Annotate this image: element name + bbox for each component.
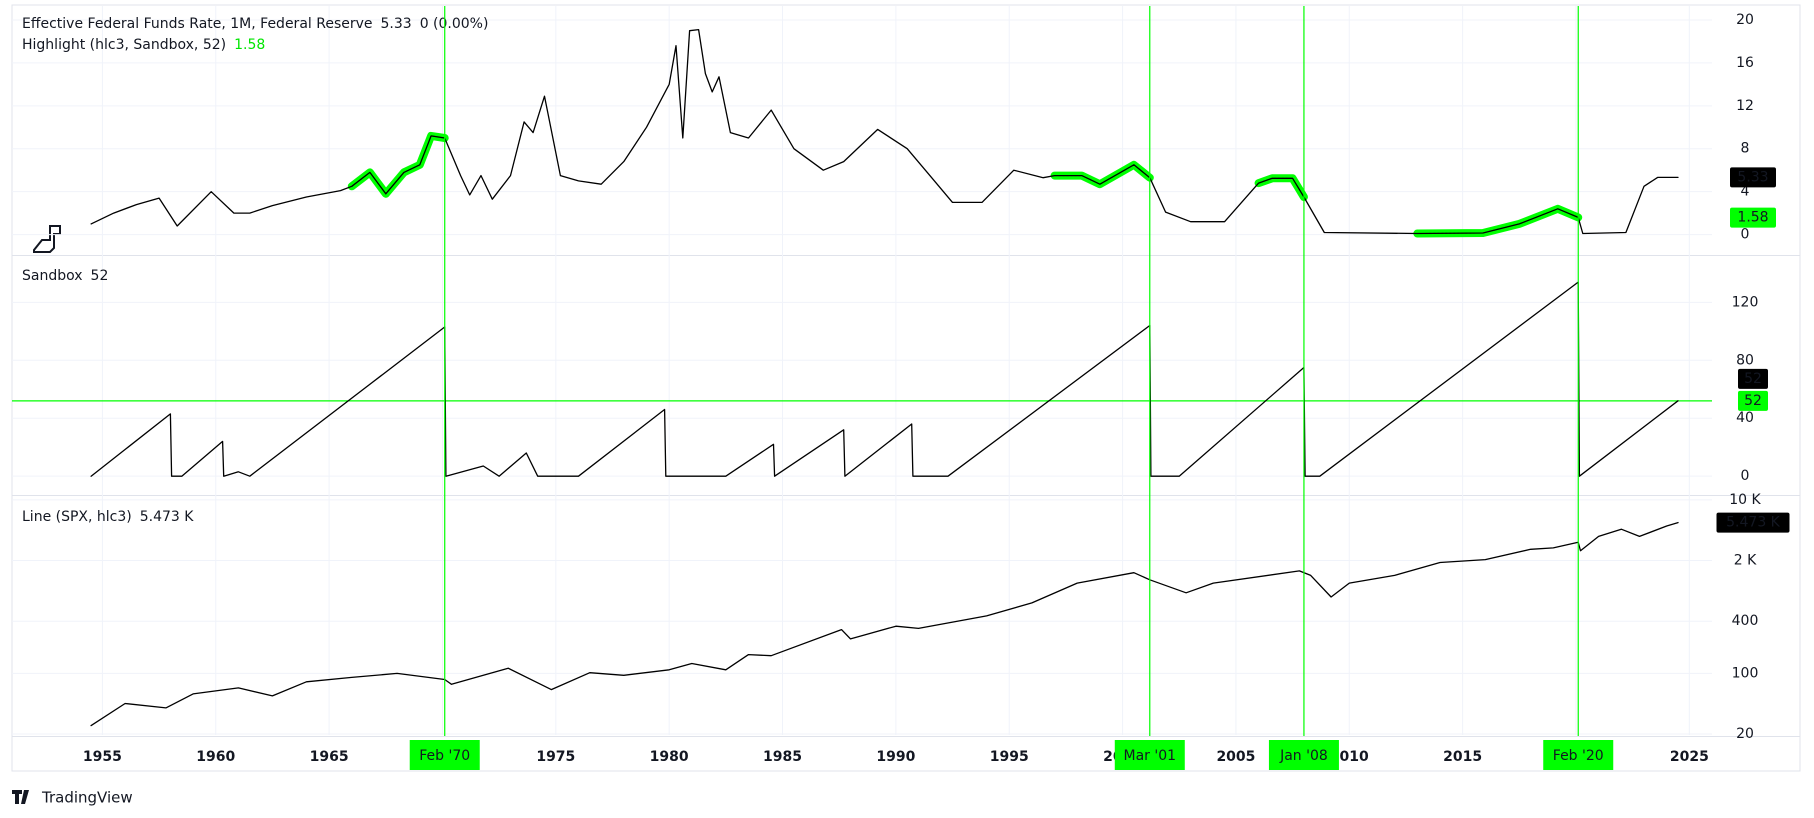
frame [11, 4, 1801, 772]
y-tick-label: 4 [1741, 184, 1750, 200]
series-line [347, 131, 1583, 238]
event-label-box [409, 740, 480, 770]
x-tick-label: 1980 [650, 749, 689, 765]
x-tick-label: 2010 [1330, 749, 1369, 765]
price-label-box [1716, 512, 1790, 533]
y-tick-label: 0 [1741, 468, 1750, 484]
y-tick-label: 20 [1736, 12, 1754, 28]
event-label: Feb '70 [419, 748, 470, 764]
y-tick-label: 8 [1741, 141, 1750, 157]
price-label: 5.473 K [1726, 515, 1781, 531]
y-tick-label: 20 [1736, 726, 1754, 742]
legend-value: 52 [91, 268, 109, 284]
legend-entry: Highlight (hlc3, Sandbox, 52) 1.58 [22, 37, 265, 53]
legend-name: Sandbox [22, 268, 83, 284]
logo [12, 790, 29, 804]
x-tick-label: 1960 [196, 749, 235, 765]
legend-name: Effective Federal Funds Rate, 1M, Federa… [22, 16, 373, 32]
event-label-box [1268, 740, 1339, 770]
event-label-box [1543, 740, 1614, 770]
y-tick-label: 16 [1736, 55, 1754, 71]
series-line-core [351, 135, 1579, 234]
legend-entry: Sandbox 52 [22, 268, 108, 284]
y-tick-label: 10 K [1729, 492, 1761, 508]
y-tick-label: 120 [1732, 294, 1759, 310]
brand: TradingView [41, 789, 133, 807]
price-label-box [1738, 368, 1768, 389]
x-tick-label: 2025 [1670, 749, 1709, 765]
y-tick-label: 100 [1732, 665, 1759, 681]
x-tick-label: 1985 [763, 749, 802, 765]
legend-value: 5.33 [381, 16, 412, 32]
x-tick-label: 1990 [876, 749, 915, 765]
y-tick-label: 40 [1736, 410, 1754, 426]
x-tick-label: 1955 [83, 749, 122, 765]
x-tick-label: 1965 [310, 749, 349, 765]
y-tick-label: 12 [1736, 98, 1754, 114]
x-tick-label: 1995 [990, 749, 1029, 765]
legend-entry: Line (SPX, hlc3) 5.473 K [22, 509, 194, 525]
price-label: 52 [1744, 371, 1762, 387]
x-tick-label: 2005 [1216, 749, 1255, 765]
dino [33, 225, 61, 253]
series-line [90, 281, 1679, 477]
legend-name: Highlight (hlc3, Sandbox, 52) [22, 37, 226, 53]
event-label: Jan '08 [1279, 748, 1328, 764]
legend-value: 5.473 K [140, 509, 195, 525]
series-line [90, 28, 1679, 235]
y-tick-label: 400 [1732, 613, 1759, 629]
price-label: 5.33 [1737, 169, 1768, 185]
x-tick-label: 1975 [536, 749, 575, 765]
price-label-box [1730, 167, 1776, 188]
legend-value: 1.58 [234, 37, 265, 53]
price-label-box [1730, 207, 1776, 228]
legend-change: 0 (0.00%) [420, 16, 489, 32]
price-label: 52 [1744, 393, 1762, 409]
series-line [90, 521, 1679, 727]
legend-name: Line (SPX, hlc3) [22, 509, 132, 525]
dino-icon [33, 225, 61, 253]
logo-icon [12, 790, 29, 804]
y-tick-label: 2 K [1734, 553, 1757, 569]
price-label-box [1738, 390, 1768, 411]
x-tick-label: 2015 [1443, 749, 1482, 765]
legend-entry: Effective Federal Funds Rate, 1M, Federa… [22, 16, 488, 32]
event-label: Feb '20 [1553, 748, 1604, 764]
price-label: 1.58 [1737, 210, 1768, 226]
event-label-box [1114, 740, 1185, 770]
y-tick-label: 80 [1736, 352, 1754, 368]
y-tick-label: 0 [1741, 227, 1750, 243]
event-label: Mar '01 [1124, 748, 1177, 764]
